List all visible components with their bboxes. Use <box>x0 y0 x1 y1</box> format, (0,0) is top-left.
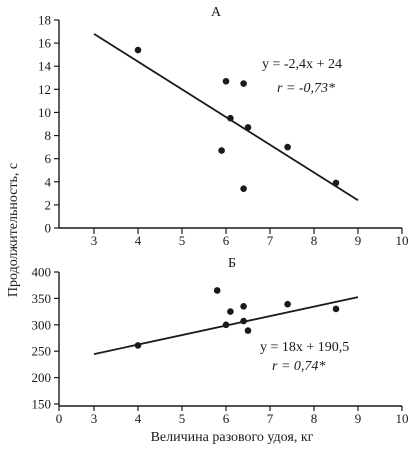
panel-b-x-tick-label: 8 <box>311 411 318 426</box>
panel-a-y-tick-label: 18 <box>38 13 51 28</box>
panel-a-y-tick-label: 10 <box>38 105 51 120</box>
panel-b-data-point <box>240 303 247 310</box>
panel-b-title: Б <box>228 256 236 271</box>
panel-b-data-point <box>227 308 234 315</box>
panel-b-y-tick-label: 400 <box>32 265 52 280</box>
chart-panel-a: А y = -2,4x + 24 r = -0,73* 3 4 5 6 7 8 9 10 0 2 4… <box>38 5 409 248</box>
panel-b-data-point <box>332 305 340 313</box>
panel-a-y-tick-label: 16 <box>38 36 52 51</box>
panel-a-data-point <box>218 147 225 154</box>
panel-a-data-point <box>332 179 340 187</box>
panel-b-x-tick-label: 3 <box>91 411 98 426</box>
panel-a-x-tick-label: 3 <box>91 233 98 248</box>
panel-a-data-point <box>134 46 142 54</box>
panel-b-x-tick-label: 0 <box>56 411 63 426</box>
panel-b-x-tick-label: 7 <box>267 411 274 426</box>
panel-b-data-point <box>240 317 247 325</box>
panel-a-y-tick-label: 0 <box>45 221 52 236</box>
panel-b-x-tick-label: 6 <box>223 411 230 426</box>
panel-a-data-point <box>244 124 252 131</box>
panel-a-x-tick-label: 5 <box>179 233 186 248</box>
panel-a-regression-line <box>93 33 359 202</box>
panel-b-x-tick-label: 9 <box>355 411 362 426</box>
panel-b-x-tick-label: 5 <box>179 411 186 426</box>
panel-a-data-point <box>227 114 234 122</box>
panel-b-equation: y = 18x + 190,5 <box>260 340 349 355</box>
panel-b-y-tick-label: 250 <box>32 344 52 359</box>
panel-a-r-value: r = -0,73* <box>277 81 335 96</box>
panel-a-y-tick-label: 8 <box>45 128 52 143</box>
panel-b-data-point <box>213 287 221 294</box>
y-axis-label: Продолжительность, с <box>6 163 21 297</box>
chart-panel-b: Б y = 18x + 190,5 r = 0,74* 0 3 4 5 6 7 8 9 10 15… <box>32 256 409 426</box>
panel-a-x-tick-label: 6 <box>223 233 230 248</box>
panel-a-x-tick-label: 4 <box>135 233 142 248</box>
panel-b-data-point <box>134 342 142 349</box>
panel-a-data-point <box>284 143 291 151</box>
panel-b-y-tick-label: 350 <box>32 291 52 306</box>
panel-a-data-point <box>222 77 230 85</box>
x-axis-label: Величина разового удоя, кг <box>151 430 314 445</box>
panel-a-y-tick-label: 14 <box>38 59 52 74</box>
panel-a-title: А <box>211 5 222 20</box>
panel-b-y-tick-label: 200 <box>32 370 52 385</box>
panel-b-y-tick-label: 150 <box>32 397 52 412</box>
panel-a-x-tick-label: 7 <box>267 233 274 248</box>
panel-b-x-tick-label: 10 <box>396 411 409 426</box>
panel-a-data-point <box>240 185 247 193</box>
panel-a-y-tick-label: 2 <box>45 197 52 212</box>
panel-a-data-point <box>240 80 247 87</box>
panel-a-x-tick-label: 9 <box>355 233 362 248</box>
panel-b-data-point <box>222 321 230 329</box>
panel-b-y-tick-label: 300 <box>32 317 52 332</box>
panel-a-y-tick-label: 4 <box>45 174 52 189</box>
panel-b-data-point <box>244 327 252 334</box>
panel-a-x-tick-label: 8 <box>311 233 318 248</box>
panel-b-r-value: r = 0,74* <box>272 359 325 374</box>
panel-a-x-tick-label: 10 <box>396 233 409 248</box>
panel-b-x-tick-label: 4 <box>135 411 142 426</box>
panel-a-equation: y = -2,4x + 24 <box>262 57 342 72</box>
panel-a-y-tick-label: 6 <box>45 151 52 166</box>
panel-b-data-point <box>284 300 291 308</box>
panel-a-y-tick-label: 12 <box>38 82 51 97</box>
